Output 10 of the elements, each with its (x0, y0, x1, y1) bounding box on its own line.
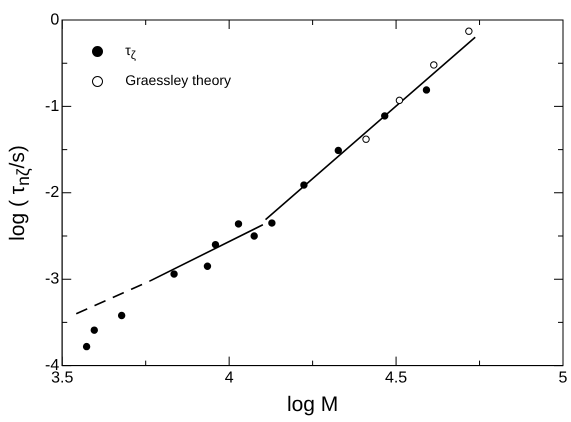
x-tick-label: 4 (224, 370, 234, 387)
y-tick-label: -2 (44, 184, 60, 202)
x-tick-label: 4.5 (384, 370, 408, 387)
y-tick-label: -1 (44, 98, 60, 115)
x-axis-title: log M (286, 393, 338, 416)
legend-label: Graessley theory (125, 72, 232, 88)
x-tick-label: 5 (558, 370, 568, 387)
y-tick-label: 0 (50, 11, 60, 28)
y-tick-label: -3 (44, 270, 60, 288)
legend-label: τ$_{ζ}$ (125, 42, 136, 62)
